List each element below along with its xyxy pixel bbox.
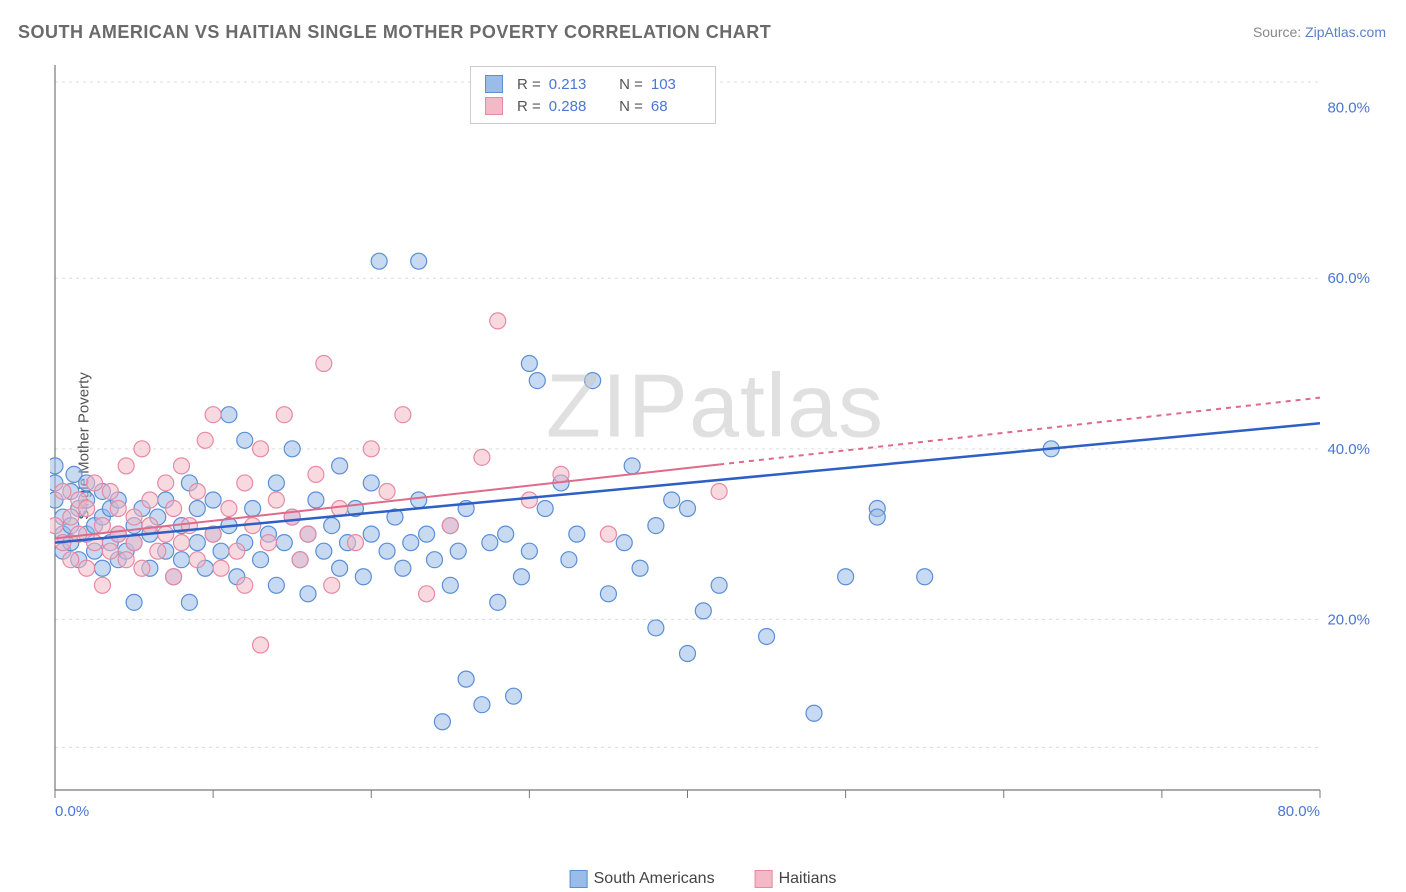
svg-text:80.0%: 80.0%: [1277, 803, 1320, 820]
legend-item-south-americans: South Americans: [570, 870, 715, 888]
svg-text:80.0%: 80.0%: [1327, 100, 1370, 117]
scatter-plot: 0.0%80.0%20.0%40.0%60.0%80.0% ZIPatlas R…: [50, 60, 1380, 830]
series-legend: South Americans Haitians: [570, 870, 837, 888]
source-link[interactable]: ZipAtlas.com: [1305, 24, 1386, 40]
svg-text:40.0%: 40.0%: [1327, 441, 1370, 458]
correlation-legend-row: R =0.288 N =68: [485, 95, 701, 117]
svg-text:60.0%: 60.0%: [1327, 270, 1370, 287]
chart-svg: 0.0% 80.0% 20.0% 40.0% 60.0% 80.0%: [50, 60, 1380, 830]
correlation-legend: R =0.213 N =103R =0.288 N =68: [470, 66, 716, 124]
swatch-icon: [570, 870, 588, 888]
svg-text:20.0%: 20.0%: [1327, 611, 1370, 628]
source-prefix: Source:: [1253, 24, 1305, 40]
source-attribution: Source: ZipAtlas.com: [1253, 24, 1386, 40]
swatch-icon: [755, 870, 773, 888]
swatch-icon: [485, 97, 503, 115]
swatch-icon: [485, 75, 503, 93]
chart-title: SOUTH AMERICAN VS HAITIAN SINGLE MOTHER …: [18, 22, 771, 43]
legend-label: Haitians: [779, 870, 837, 887]
legend-label: South Americans: [594, 870, 715, 887]
legend-item-haitians: Haitians: [755, 870, 837, 888]
svg-text:0.0%: 0.0%: [55, 803, 89, 820]
correlation-legend-row: R =0.213 N =103: [485, 73, 701, 95]
